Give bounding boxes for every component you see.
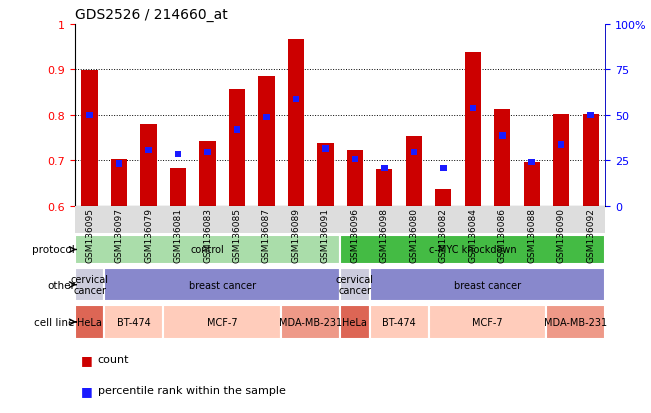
Bar <box>229 90 245 206</box>
Bar <box>465 52 481 206</box>
Text: MDA-MB-231: MDA-MB-231 <box>544 317 607 327</box>
Bar <box>406 137 422 206</box>
Text: GSM136098: GSM136098 <box>380 208 389 263</box>
Text: GSM136083: GSM136083 <box>203 208 212 263</box>
Text: BT-474: BT-474 <box>382 317 416 327</box>
Bar <box>293 97 299 103</box>
Text: MCF-7: MCF-7 <box>472 317 503 327</box>
Bar <box>370 306 428 339</box>
Text: GSM136085: GSM136085 <box>232 208 242 263</box>
Text: GSM136086: GSM136086 <box>498 208 506 263</box>
Text: GSM136090: GSM136090 <box>557 208 566 263</box>
Bar <box>587 112 594 119</box>
Bar <box>381 166 387 172</box>
Bar <box>145 147 152 154</box>
Bar <box>111 160 127 206</box>
Text: GSM136088: GSM136088 <box>527 208 536 263</box>
Text: count: count <box>98 354 129 364</box>
Bar <box>75 268 104 301</box>
Bar <box>340 306 370 339</box>
Bar <box>322 146 329 152</box>
Text: GSM136091: GSM136091 <box>321 208 330 263</box>
Bar <box>370 268 605 301</box>
Text: protocol: protocol <box>32 245 75 255</box>
Bar <box>352 157 358 163</box>
Bar <box>170 169 186 206</box>
Bar <box>199 142 215 206</box>
Bar <box>376 169 393 206</box>
Text: MDA-MB-231: MDA-MB-231 <box>279 317 342 327</box>
Bar <box>347 150 363 206</box>
Text: control: control <box>191 245 225 255</box>
Bar <box>436 189 451 206</box>
Bar <box>104 306 163 339</box>
Bar <box>288 40 304 207</box>
Text: HeLa: HeLa <box>342 317 367 327</box>
Bar <box>523 162 540 206</box>
Bar <box>116 161 122 167</box>
Bar <box>204 150 211 156</box>
Bar <box>583 114 599 206</box>
Bar <box>258 76 275 206</box>
Bar <box>440 166 447 172</box>
Text: cervical
cancer: cervical cancer <box>336 274 374 296</box>
Bar <box>81 71 98 206</box>
Bar <box>411 150 417 156</box>
Text: ■: ■ <box>81 384 97 397</box>
Bar <box>558 142 564 148</box>
Text: GSM136081: GSM136081 <box>174 208 182 263</box>
Text: GSM136092: GSM136092 <box>586 208 595 263</box>
Text: GDS2526 / 214660_at: GDS2526 / 214660_at <box>75 8 228 22</box>
Bar <box>87 112 93 119</box>
Bar <box>529 159 535 166</box>
Text: percentile rank within the sample: percentile rank within the sample <box>98 385 286 395</box>
Text: other: other <box>47 280 75 290</box>
Text: BT-474: BT-474 <box>117 317 150 327</box>
Text: breast cancer: breast cancer <box>454 280 521 290</box>
Text: cell line: cell line <box>35 317 75 327</box>
Text: c-MYC knockdown: c-MYC knockdown <box>429 245 517 255</box>
Bar <box>174 152 181 158</box>
Bar <box>469 106 476 112</box>
Bar <box>553 114 570 206</box>
Bar <box>317 144 333 206</box>
Text: GSM136095: GSM136095 <box>85 208 94 263</box>
Text: GSM136096: GSM136096 <box>350 208 359 263</box>
Bar <box>163 306 281 339</box>
Text: GSM136082: GSM136082 <box>439 208 448 263</box>
Bar <box>263 115 270 121</box>
Text: MCF-7: MCF-7 <box>207 317 238 327</box>
Bar <box>428 306 546 339</box>
Bar <box>234 127 240 133</box>
Bar <box>546 306 605 339</box>
Text: GSM136089: GSM136089 <box>292 208 300 263</box>
Bar <box>141 125 157 206</box>
Text: HeLa: HeLa <box>77 317 102 327</box>
Bar <box>75 306 104 339</box>
Text: ■: ■ <box>81 353 97 366</box>
Bar <box>340 268 370 301</box>
Text: cervical
cancer: cervical cancer <box>70 274 109 296</box>
Bar <box>494 110 510 206</box>
Text: breast cancer: breast cancer <box>189 280 256 290</box>
Bar <box>499 133 506 139</box>
Text: GSM136097: GSM136097 <box>115 208 124 263</box>
Bar <box>340 235 605 265</box>
Text: GSM136080: GSM136080 <box>409 208 419 263</box>
Text: GSM136084: GSM136084 <box>468 208 477 263</box>
Bar <box>104 268 340 301</box>
Text: GSM136079: GSM136079 <box>144 208 153 263</box>
Text: GSM136087: GSM136087 <box>262 208 271 263</box>
Bar <box>281 306 340 339</box>
Bar <box>75 235 340 265</box>
